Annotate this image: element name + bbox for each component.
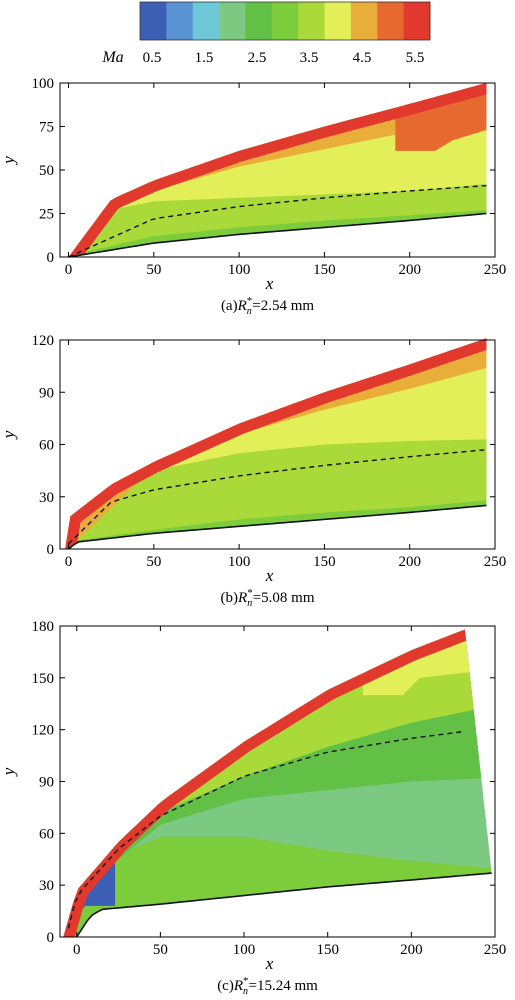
panel-caption: (a)Rn*=2.54 mm <box>221 295 314 317</box>
x-tick-label: 250 <box>484 942 507 958</box>
y-tick-label: 60 <box>39 438 54 454</box>
panel-caption: (b)Rn*=5.08 mm <box>221 587 315 609</box>
y-tick-label: 50 <box>39 163 54 179</box>
x-tick-label: 50 <box>146 262 161 278</box>
shock-layer <box>63 629 469 937</box>
colorbar-swatch <box>403 2 431 40</box>
y-tick-label: 90 <box>39 385 54 401</box>
caption-superscript: * <box>247 587 253 599</box>
x-tick-label: 100 <box>233 942 256 958</box>
x-tick-label: 150 <box>316 942 339 958</box>
colorbar-swatch <box>192 2 220 40</box>
y-axis-label: y <box>0 156 18 166</box>
y-axis-label: y <box>0 430 18 440</box>
caption-prefix: (c) <box>217 978 234 994</box>
colorbar-label: Ma <box>101 49 123 66</box>
caption-prefix: (b) <box>221 590 239 606</box>
x-axis-label: x <box>265 274 274 293</box>
dashed-line <box>68 449 487 545</box>
y-tick-label: 90 <box>39 775 54 791</box>
caption-subscript: n <box>247 598 252 609</box>
x-tick-label: 150 <box>313 262 336 278</box>
caption-value: =5.08 mm <box>253 590 315 606</box>
caption-superscript: * <box>243 975 249 987</box>
x-tick-label: 100 <box>228 262 251 278</box>
y-tick-label: 25 <box>39 207 54 223</box>
y-tick-label: 180 <box>32 619 55 635</box>
panel-caption: (c)Rn*=15.24 mm <box>217 975 318 997</box>
caption-value: =2.54 mm <box>252 298 314 314</box>
colorbar: Ma 0.5 1.5 2.5 3.5 4.5 5.5 <box>101 1 431 66</box>
colorbar-swatch <box>219 2 246 40</box>
colorbar-frame <box>139 1 431 41</box>
colorbar-swatch <box>377 2 405 40</box>
x-tick-label: 0 <box>65 554 73 570</box>
caption-prefix: (a) <box>221 298 238 314</box>
colorbar-swatch <box>245 2 273 40</box>
x-tick-label: 250 <box>484 554 507 570</box>
colorbar-swatch <box>166 2 194 40</box>
y-tick-label: 30 <box>39 878 54 894</box>
x-tick-label: 150 <box>313 554 336 570</box>
caption-symbol: R <box>237 298 247 314</box>
x-tick-label: 200 <box>400 942 423 958</box>
x-tick-label: 0 <box>65 262 73 278</box>
chart-panel-c: 0 50 100 150 200 250 0 30 60 90 120 150 180 x y (c)Rn*=… <box>0 619 507 997</box>
caption-superscript: * <box>247 295 253 307</box>
flow-field <box>65 338 487 549</box>
x-tick-label: 250 <box>484 262 507 278</box>
mach-region <box>63 629 116 937</box>
caption-symbol: R <box>237 590 247 606</box>
caption-subscript: n <box>243 986 248 997</box>
x-tick-label: 200 <box>398 262 421 278</box>
dashed-line <box>68 184 487 258</box>
dashed-line <box>67 730 465 929</box>
body-surface-line <box>68 504 487 550</box>
x-tick-label: 50 <box>153 942 168 958</box>
x-axis-label: x <box>265 954 274 973</box>
chart-panel-a: 0 50 100 150 200 250 0 25 50 75 100 x y (a)Rn*=2.54 m… <box>0 76 507 317</box>
y-tick-label: 100 <box>32 76 55 92</box>
x-tick-label: 50 <box>146 554 161 570</box>
y-tick-label: 0 <box>47 250 55 266</box>
flow-field <box>68 83 487 257</box>
colorbar-tick-label: 2.5 <box>248 50 267 66</box>
caption-value: =15.24 mm <box>249 978 319 994</box>
x-tick-label: 0 <box>73 942 81 958</box>
y-tick-label: 75 <box>39 120 54 136</box>
x-tick-label: 100 <box>228 554 251 570</box>
x-axis-label: x <box>265 566 274 585</box>
x-tick-label: 200 <box>398 554 421 570</box>
y-tick-label: 120 <box>32 333 55 349</box>
chart-panel-b: 0 50 100 150 200 250 0 30 60 90 120 x y (b)Rn*=5.08 m… <box>0 333 507 609</box>
y-tick-label: 0 <box>47 930 55 946</box>
colorbar-tick-label: 5.5 <box>406 50 425 66</box>
y-tick-label: 0 <box>47 542 55 558</box>
colorbar-tick-label: 1.5 <box>195 50 214 66</box>
colorbar-swatch <box>140 2 167 40</box>
colorbar-tick-label: 0.5 <box>143 50 162 66</box>
y-axis-label: y <box>0 767 18 777</box>
caption-subscript: n <box>247 306 252 317</box>
y-tick-label: 150 <box>32 671 55 687</box>
body-surface-line <box>76 872 492 938</box>
caption-symbol: R <box>233 978 243 994</box>
colorbar-swatch <box>350 2 378 40</box>
colorbar-swatch <box>324 2 352 40</box>
colorbar-tick-label: 3.5 <box>300 50 319 66</box>
colorbar-swatch <box>298 2 326 40</box>
colorbar-swatch <box>271 2 299 40</box>
y-tick-label: 60 <box>39 826 54 842</box>
colorbar-tick-label: 4.5 <box>353 50 372 66</box>
body-surface-line <box>68 212 487 258</box>
y-tick-label: 30 <box>39 490 54 506</box>
y-tick-label: 120 <box>32 723 55 739</box>
